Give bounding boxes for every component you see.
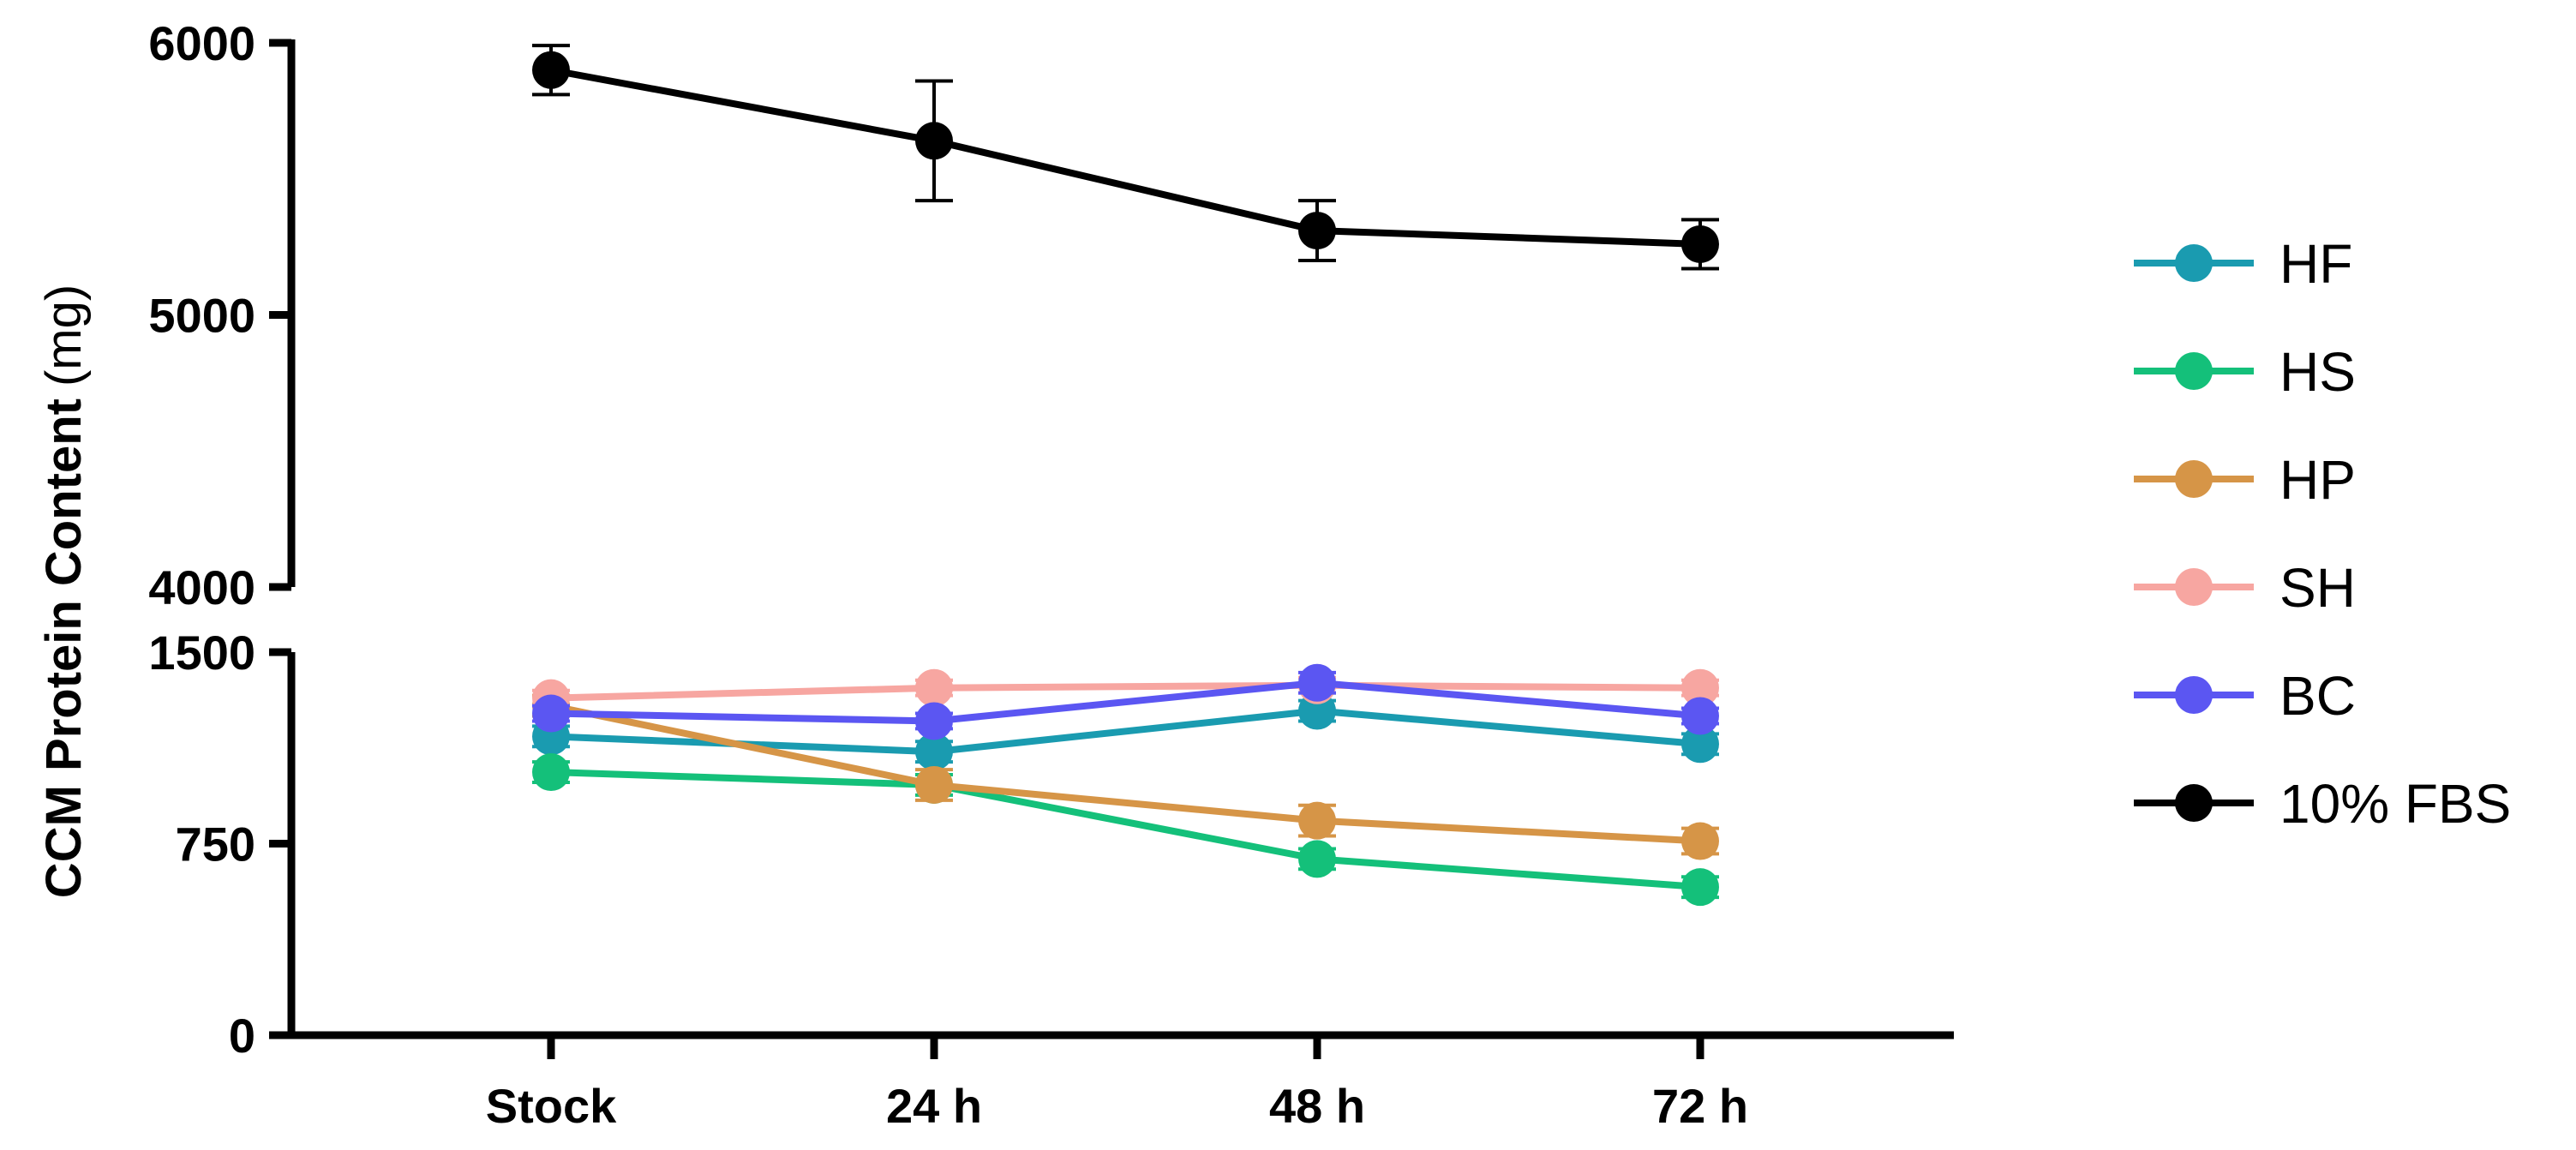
legend-label: HP — [2279, 449, 2356, 511]
data-point — [1681, 868, 1719, 907]
legend-item: SH — [2134, 557, 2356, 619]
legend-item: BC — [2134, 665, 2356, 727]
series-line — [550, 769, 1701, 891]
series-line — [550, 679, 1701, 725]
series-layer — [532, 44, 1719, 907]
y-tick-label: 0 — [229, 1009, 255, 1063]
legend-marker — [2175, 784, 2213, 822]
series-sh — [532, 666, 1719, 717]
data-point — [915, 765, 953, 804]
data-point — [1298, 663, 1336, 702]
data-point — [915, 122, 953, 160]
data-point — [532, 51, 570, 89]
legend-marker — [2175, 676, 2213, 714]
legend-label: SH — [2279, 557, 2356, 619]
legend-item: HS — [2134, 341, 2356, 403]
x-tick-label: 24 h — [886, 1079, 982, 1133]
y-axis-label: CCM Protein Content(mg) — [36, 285, 92, 898]
legend-item: 10% FBS — [2134, 773, 2511, 835]
series-10-fbs — [532, 44, 1719, 271]
data-point — [915, 733, 953, 771]
legend-label: HS — [2279, 341, 2356, 403]
legend-marker — [2175, 244, 2213, 282]
data-point — [1681, 725, 1719, 764]
data-point — [532, 753, 570, 792]
y-tick-label: 5000 — [148, 289, 255, 343]
legend: HF HS HP SH BC 10% FBS — [2134, 233, 2511, 835]
legend-marker — [2175, 568, 2213, 606]
series-line — [550, 681, 1701, 702]
legend-item: HF — [2134, 233, 2352, 295]
series-line — [550, 702, 1701, 845]
series-hp — [532, 686, 1719, 860]
axes: 4000 5000 6000 0 750 1500 Stock 24 h 48 h 72 h — [148, 16, 1954, 1133]
legend-item: HP — [2134, 449, 2356, 511]
data-point — [532, 694, 570, 733]
data-point — [1681, 668, 1719, 707]
legend-marker — [2175, 352, 2213, 390]
data-point — [1298, 840, 1336, 878]
x-tick-label: 72 h — [1652, 1079, 1748, 1133]
data-point — [1298, 212, 1336, 250]
data-point — [1298, 801, 1336, 840]
series-line — [550, 66, 1701, 248]
legend-marker — [2175, 460, 2213, 498]
x-tick-label: Stock — [486, 1079, 617, 1133]
y-tick-label: 1500 — [148, 626, 255, 680]
series-bc — [532, 663, 1719, 740]
y-tick-label: 6000 — [148, 16, 255, 70]
legend-label: 10% FBS — [2279, 773, 2511, 835]
y-tick-label: 4000 — [148, 560, 255, 614]
data-point — [915, 668, 953, 707]
data-point — [915, 702, 953, 740]
x-tick-label: 48 h — [1269, 1079, 1365, 1133]
data-point — [1681, 697, 1719, 735]
y-tick-label: 750 — [176, 818, 255, 871]
data-point — [1681, 822, 1719, 860]
legend-label: BC — [2279, 665, 2356, 727]
data-point — [1681, 225, 1719, 263]
legend-label: HF — [2279, 233, 2352, 295]
